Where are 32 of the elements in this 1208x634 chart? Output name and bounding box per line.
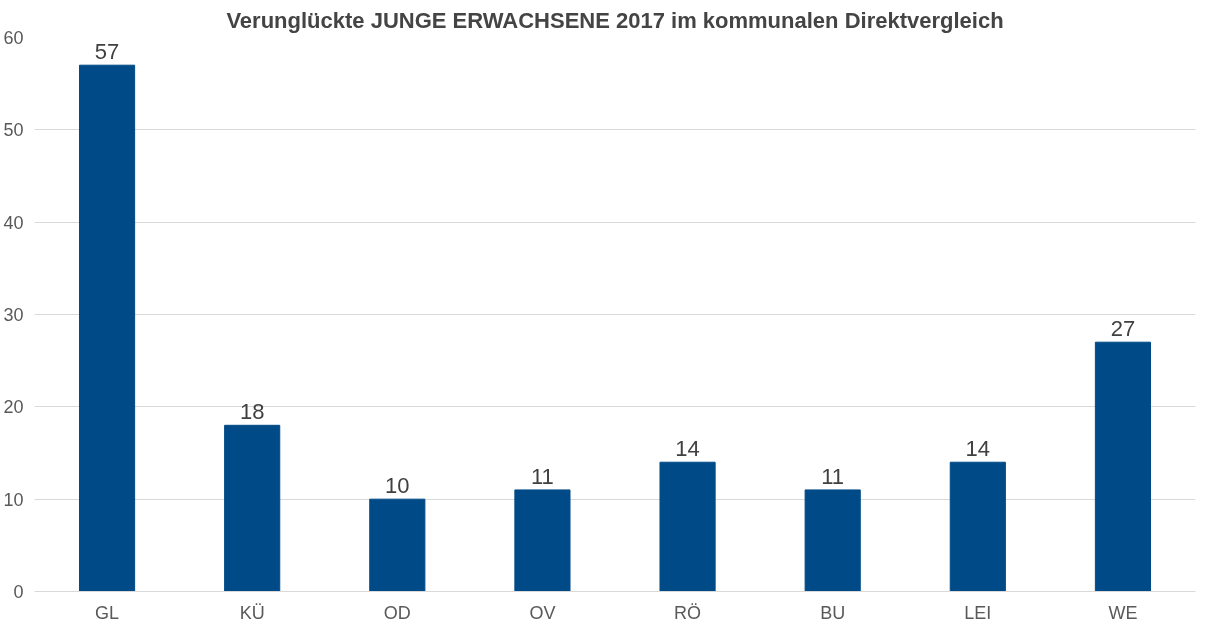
data-label: 14: [675, 436, 700, 462]
y-tick-label: 20: [3, 397, 24, 418]
x-tick-label: OD: [383, 602, 411, 623]
bar: [514, 489, 571, 592]
x-tick-label: RÖ: [674, 602, 702, 623]
y-tick-label: 60: [3, 28, 24, 48]
y-tick-label: 10: [3, 489, 24, 510]
data-label: 27: [1110, 316, 1136, 342]
bar: [804, 489, 861, 592]
bar: [659, 461, 716, 592]
chart-title: Verunglückte JUNGE ERWACHSENE 2017 im kommunalen Direktvergleich: [226, 7, 1004, 33]
bar: [369, 498, 426, 592]
y-tick-label: 30: [3, 305, 24, 325]
y-tick-label: 40: [3, 212, 24, 233]
bar: [78, 64, 136, 592]
x-tick-label: BU: [820, 602, 846, 623]
y-tick-label: 0: [13, 582, 24, 602]
data-label: 11: [821, 463, 845, 489]
y-tick-label: 50: [3, 120, 24, 141]
x-tick-label: GL: [95, 602, 120, 623]
bar: [1094, 341, 1152, 592]
bar: [224, 424, 281, 592]
data-label: 11: [531, 463, 554, 489]
x-tick-label: OV: [529, 602, 556, 623]
bar: [949, 461, 1006, 592]
data-label: 18: [239, 399, 265, 425]
data-label: 10: [385, 473, 410, 499]
x-tick-label: KÜ: [239, 602, 265, 623]
data-label: 14: [965, 436, 991, 462]
x-tick-label: WE: [1108, 602, 1138, 623]
x-tick-label: LEI: [964, 602, 992, 623]
data-label: 57: [94, 39, 120, 65]
